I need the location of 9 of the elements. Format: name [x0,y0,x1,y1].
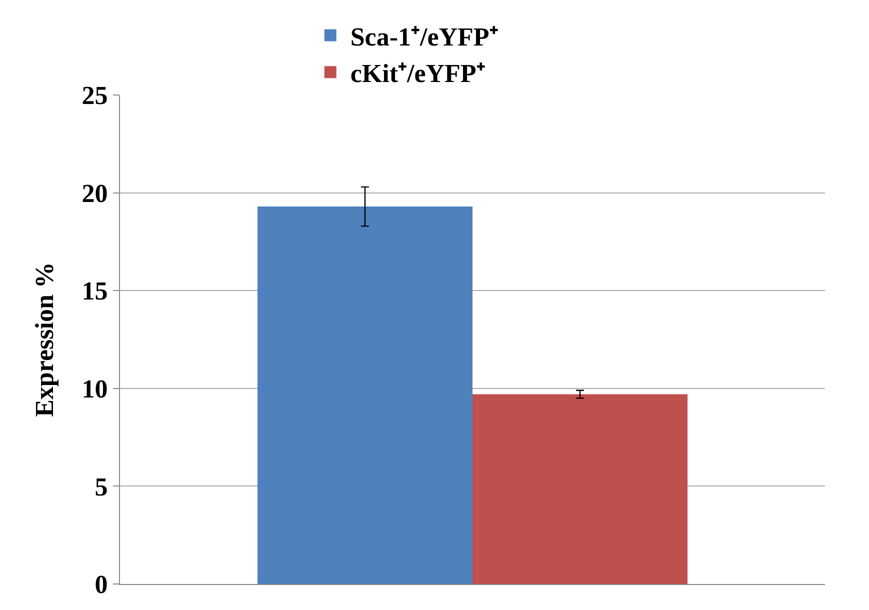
y-tick-label: 15 [82,276,108,306]
y-tick-label: 0 [94,570,108,600]
legend-label: Sca-1⁺/eYFP⁺ [350,22,498,52]
y-tick-label: 20 [82,178,108,208]
y-tick-label: 10 [82,374,108,404]
y-tick-label: 25 [82,81,108,110]
y-axis-title: Expression % [30,262,60,417]
y-tick-label: 5 [94,472,108,502]
legend-label: cKit⁺/eYFP⁺ [350,59,486,88]
